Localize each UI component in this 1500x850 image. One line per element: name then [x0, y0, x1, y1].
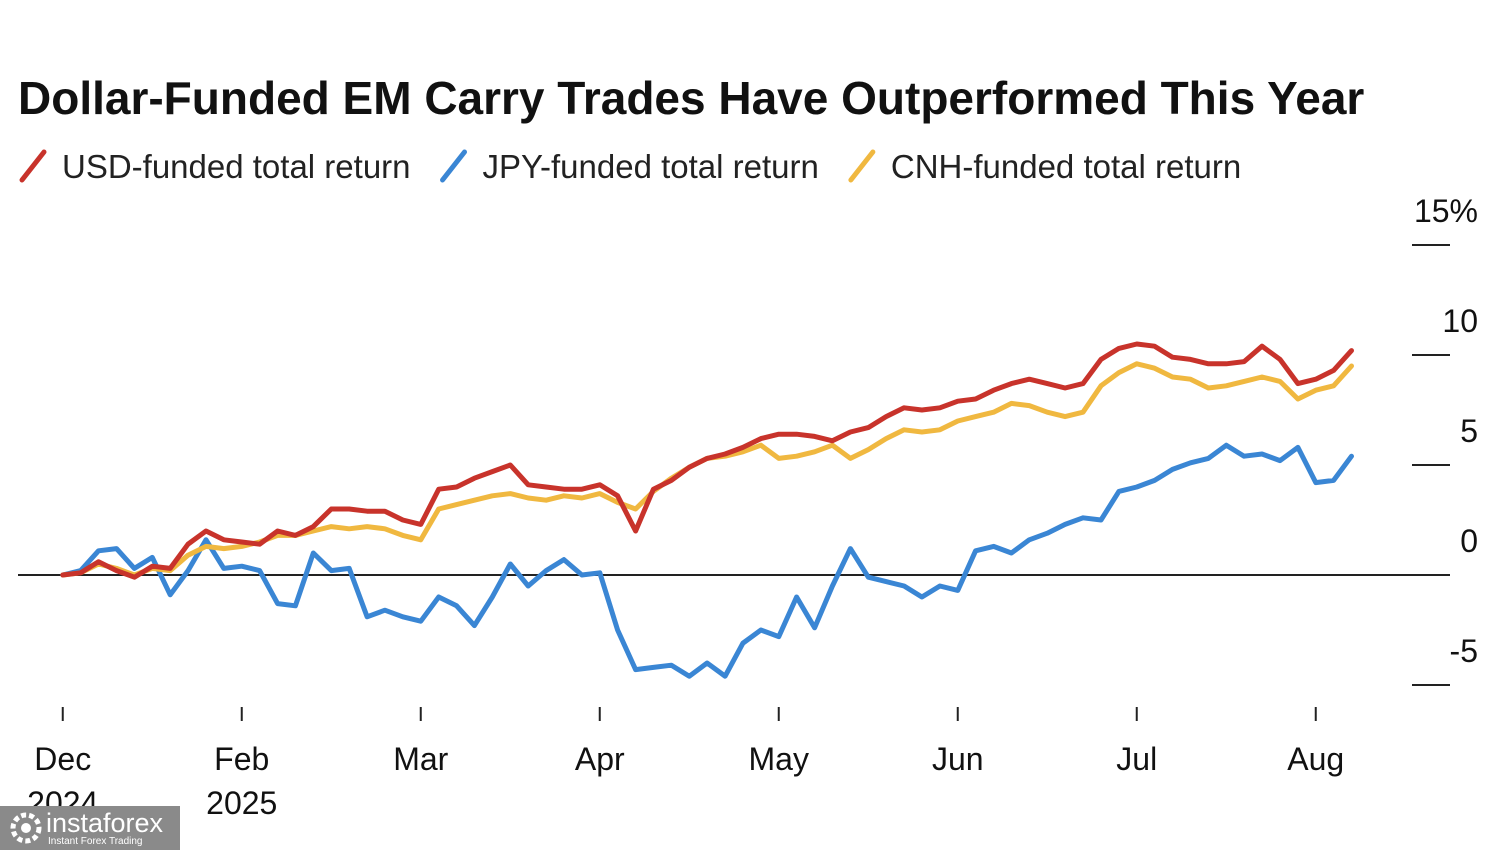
x-tick-label: Feb 2025: [206, 741, 278, 821]
x-tick-label: Apr: [574, 741, 625, 777]
legend-swatch: [440, 149, 468, 183]
x-tick-label: May: [748, 741, 809, 777]
legend-label: USD-funded total return: [62, 148, 411, 185]
legend-label: CNH-funded total return: [891, 148, 1241, 185]
y-tick-label: 15%: [1414, 193, 1478, 229]
y-tick-label: -5: [1450, 633, 1478, 669]
series-line: [60, 341, 1354, 580]
x-tick-label: Jul: [1116, 741, 1158, 777]
chart-title: Dollar-Funded EM Carry Trades Have Outpe…: [18, 72, 1364, 124]
x-tick-label: Aug: [1287, 741, 1345, 777]
y-tick-label: 0: [1460, 523, 1478, 559]
x-tick-label: Mar: [393, 741, 449, 777]
legend-swatch: [848, 149, 876, 183]
y-tick-label: 5: [1460, 413, 1478, 449]
y-tick-label: 10: [1442, 303, 1478, 339]
watermark-logo: [10, 812, 42, 844]
watermark: instaforex Instant Forex Trading: [0, 806, 180, 850]
legend-label: JPY-funded total return: [483, 148, 819, 185]
watermark-tagline: Instant Forex Trading: [48, 836, 143, 847]
series-line: [60, 442, 1354, 679]
watermark-name: instaforex: [46, 808, 164, 838]
x-tick-label: Jun: [931, 741, 984, 777]
legend-swatch: [19, 149, 47, 183]
